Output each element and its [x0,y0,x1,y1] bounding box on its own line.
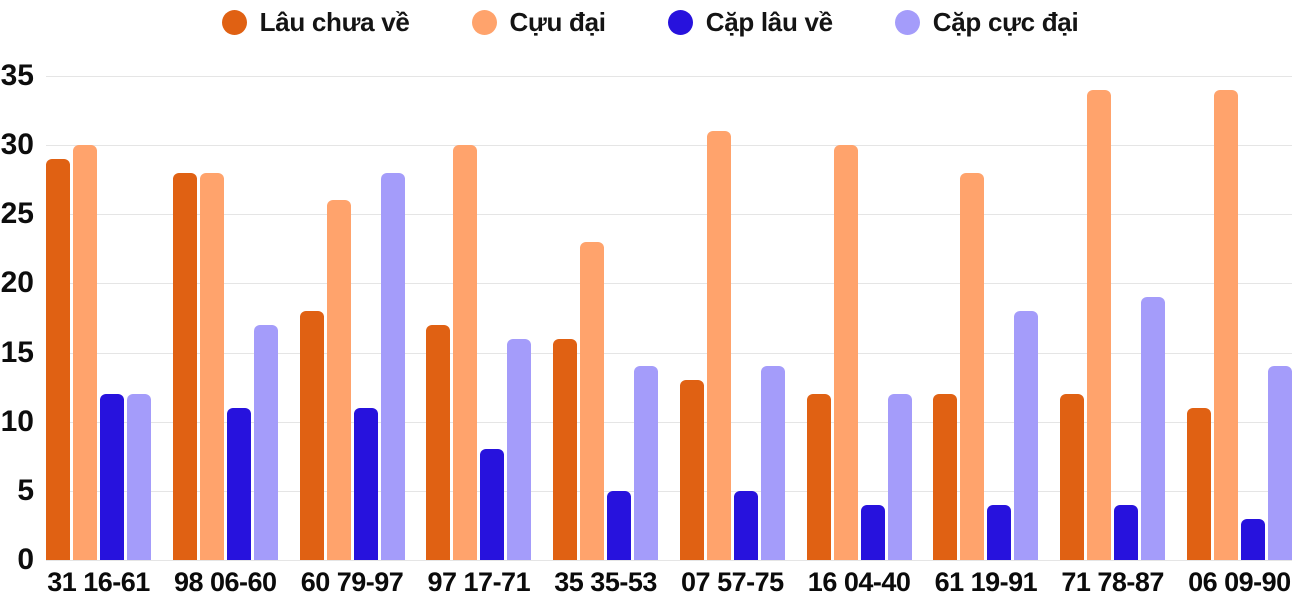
bar-s3-g9 [1267,366,1292,560]
bar-s3-g0 [127,394,151,560]
y-tick-label-30: 30 [0,128,34,162]
bar-s3-g5 [760,366,785,560]
gridline-y5 [46,490,1292,492]
bar-group-8: 71 78-87 [1060,76,1166,597]
legend-label: Cặp lâu về [705,7,833,37]
bar-s0-g2 [299,311,324,560]
legend-swatch-icon [894,10,920,35]
bar-s2-g4 [607,490,632,560]
legend-swatch-icon [667,10,693,35]
bar-s2-g8 [1114,504,1139,560]
bar-s3-g1 [253,324,278,560]
bar-group-2: 60 79-97 [299,76,405,597]
bar-group-0: 31 16-61 [46,76,151,597]
bar-s2-g6 [860,504,885,560]
x-tick-label-3: 97 17-71 [427,567,531,597]
legend-item-2[interactable]: Cặp lâu về [667,7,833,38]
legend-label: Cặp cực đại [932,7,1079,37]
y-tick-label-0: 0 [17,543,34,576]
legend-swatch-icon [221,10,247,35]
x-tick-label-5: 07 57-75 [681,567,784,597]
bar-s1-g6 [833,145,858,560]
bar-s2-g0 [100,394,124,560]
bar-group-5: 07 57-75 [679,76,785,597]
bar-s0-g5 [679,380,704,560]
bar-s1-g3 [453,145,478,560]
bar-s0-g0 [46,158,70,560]
chart-legend: Lâu chưa về Cựu đại Cặp lâu về Cặp cực đại [0,7,1300,38]
gridline-y25 [46,214,1292,216]
bar-s2-g1 [226,407,251,560]
bar-s1-g9 [1213,89,1238,560]
bar-s1-g8 [1087,89,1112,560]
y-tick-label-5: 5 [17,473,34,507]
bar-s3-g7 [1014,311,1039,560]
bar-s0-g7 [933,394,958,560]
legend-item-0[interactable]: Lâu chưa về [221,7,410,38]
bar-s0-g8 [1060,394,1085,560]
bar-s1-g0 [73,145,97,560]
bar-group-7: 61 19-91 [933,76,1039,597]
bar-s1-g5 [706,131,731,560]
bar-s3-g6 [887,394,912,560]
y-tick-label-35: 35 [0,59,34,92]
legend-item-1[interactable]: Cựu đại [471,7,606,38]
plot-area: 31 16-61 98 06-60 60 79-97 97 17-71 35 35-53… [46,76,1292,597]
bar-s1-g1 [199,172,224,560]
bar-s3-g8 [1141,297,1166,560]
bar-group-1: 98 06-60 [172,76,278,597]
gridline-y20 [46,283,1292,285]
bar-s3-g3 [507,338,532,560]
x-tick-label-6: 16 04-40 [807,567,911,597]
bar-s1-g2 [326,200,351,560]
x-tick-label-0: 31 16-61 [47,567,150,597]
bar-s1-g7 [960,172,985,560]
bar-s1-g4 [580,241,605,560]
gridline-y15 [46,352,1292,354]
bar-s0-g3 [426,324,451,560]
gridline-y35 [46,76,1292,77]
y-tick-label-25: 25 [0,197,34,231]
x-tick-label-4: 35 35-53 [554,567,657,597]
legend-label: Lâu chưa về [259,7,410,37]
bar-s0-g6 [806,394,831,560]
bar-group-6: 16 04-40 [806,76,912,597]
bar-group-4: 35 35-53 [553,76,659,597]
legend-label: Cựu đại [509,7,606,37]
bar-s0-g9 [1186,407,1211,560]
legend-swatch-icon [471,10,497,35]
y-tick-label-20: 20 [0,266,34,300]
bar-s2-g3 [480,449,505,560]
bar-group-3: 97 17-71 [426,76,532,597]
gridline-y10 [46,421,1292,423]
x-tick-label-2: 60 79-97 [300,567,404,597]
bar-s0-g1 [172,172,197,560]
bar-groups-layer: 31 16-61 98 06-60 60 79-97 97 17-71 35 35-53… [46,76,1292,597]
x-tick-label-7: 61 19-91 [934,567,1038,597]
bar-s3-g4 [634,366,659,560]
bar-s2-g2 [353,407,378,560]
gridline-y0 [46,560,1292,561]
bar-s3-g2 [380,172,405,560]
bar-s2-g9 [1240,518,1265,560]
y-tick-label-15: 15 [0,335,34,369]
legend-item-3[interactable]: Cặp cực đại [894,7,1079,38]
y-tick-label-10: 10 [0,404,34,438]
x-tick-label-1: 98 06-60 [173,567,277,597]
bar-s0-g4 [553,338,578,560]
bar-s2-g5 [733,490,758,560]
bar-group-9: 06 09-90 [1186,76,1292,597]
x-tick-label-9: 06 09-90 [1188,567,1291,597]
bar-s2-g7 [987,504,1012,560]
gridline-y30 [46,145,1292,147]
x-tick-label-8: 71 78-87 [1061,567,1164,597]
